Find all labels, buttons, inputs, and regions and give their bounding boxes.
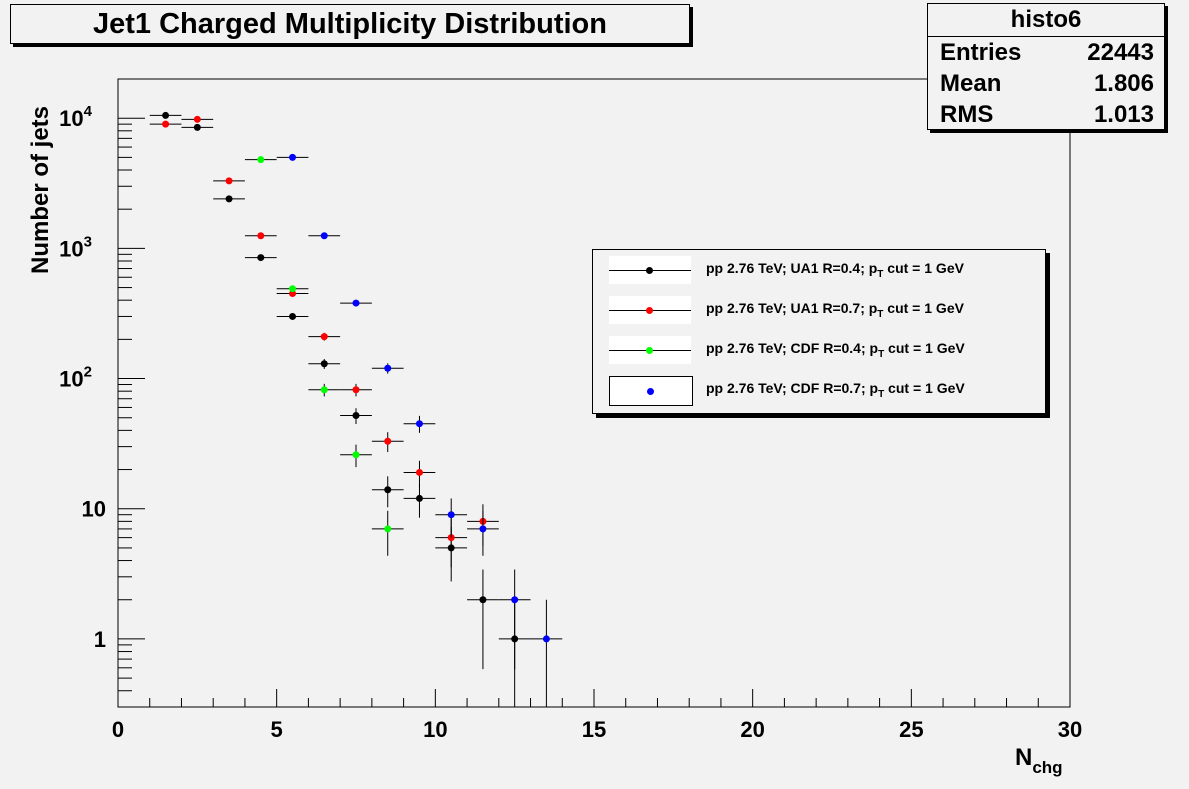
data-point bbox=[276, 312, 309, 320]
legend-label: pp 2.76 TeV; UA1 R=0.4; pT cut = 1 GeV bbox=[706, 260, 964, 280]
data-point bbox=[340, 383, 372, 397]
legend-marker bbox=[646, 307, 653, 314]
x-tick-label: 20 bbox=[740, 717, 764, 742]
data-point bbox=[213, 195, 245, 203]
y-axis-title: Number of jets bbox=[27, 106, 54, 274]
data-point bbox=[371, 510, 404, 556]
data-point bbox=[308, 332, 341, 341]
data-point bbox=[340, 299, 372, 307]
data-point bbox=[403, 415, 436, 433]
data-point bbox=[371, 476, 404, 508]
stats-box: histo6 Entries 22443 Mean 1.806 RMS 1.01… bbox=[927, 3, 1165, 130]
data-point bbox=[308, 232, 341, 240]
y-tick-label: 103 bbox=[59, 233, 92, 261]
legend-marker bbox=[646, 347, 653, 354]
data-point bbox=[149, 111, 182, 119]
y-tick-label: 1 bbox=[94, 627, 106, 652]
legend-entry: pp 2.76 TeV; UA1 R=0.4; pT cut = 1 GeV bbox=[593, 251, 1045, 291]
data-point bbox=[371, 432, 404, 453]
legend-entry: pp 2.76 TeV; CDF R=0.4; pT cut = 1 GeV bbox=[593, 331, 1045, 371]
legend-entry: pp 2.76 TeV; CDF R=0.7; pT cut = 1 GeV bbox=[593, 371, 1045, 411]
legend: pp 2.76 TeV; UA1 R=0.4; pT cut = 1 GeV p… bbox=[592, 249, 1046, 414]
data-point bbox=[276, 153, 309, 161]
data-point bbox=[244, 156, 277, 164]
stats-row-mean: Mean 1.806 bbox=[928, 68, 1164, 99]
x-tick-label: 25 bbox=[899, 717, 923, 742]
data-point bbox=[308, 358, 341, 369]
data-point bbox=[276, 290, 309, 298]
chart-title-box: Jet1 Charged Multiplicity Distribution bbox=[10, 4, 690, 44]
stats-name: histo6 bbox=[928, 4, 1164, 37]
legend-symbol bbox=[609, 376, 693, 406]
x-tick-label: 15 bbox=[582, 717, 606, 742]
legend-symbol bbox=[609, 296, 691, 324]
chart-title: Jet1 Charged Multiplicity Distribution bbox=[93, 8, 607, 40]
data-point bbox=[498, 569, 531, 670]
data-point bbox=[371, 363, 404, 374]
stats-row-entries: Entries 22443 bbox=[928, 37, 1164, 68]
x-tick-label: 0 bbox=[112, 717, 124, 742]
y-tick-label: 10 bbox=[82, 497, 106, 522]
y-tick-label: 102 bbox=[59, 364, 92, 392]
data-point bbox=[403, 460, 436, 488]
stats-value: 1.013 bbox=[1093, 101, 1154, 128]
legend-label: pp 2.76 TeV; CDF R=0.7; pT cut = 1 GeV bbox=[706, 380, 965, 400]
data-point bbox=[181, 123, 214, 131]
legend-label: pp 2.76 TeV; CDF R=0.4; pT cut = 1 GeV bbox=[706, 340, 965, 360]
data-point bbox=[149, 120, 182, 128]
stats-label: Mean bbox=[940, 70, 1002, 97]
data-point bbox=[244, 254, 277, 262]
x-tick-label: 30 bbox=[1058, 717, 1082, 742]
stats-value: 22443 bbox=[1087, 39, 1154, 66]
stats-label: RMS bbox=[940, 101, 994, 128]
data-point bbox=[467, 510, 499, 556]
x-tick-label: 5 bbox=[271, 717, 283, 742]
legend-marker bbox=[647, 388, 654, 395]
legend-symbol bbox=[609, 256, 691, 284]
legend-marker bbox=[646, 267, 653, 274]
data-point bbox=[467, 569, 499, 670]
legend-entry: pp 2.76 TeV; UA1 R=0.7; pT cut = 1 GeV bbox=[593, 291, 1045, 331]
data-point bbox=[244, 232, 277, 240]
data-point bbox=[435, 498, 468, 538]
data-point bbox=[530, 599, 563, 707]
stats-row-rms: RMS 1.013 bbox=[928, 99, 1164, 130]
x-axis-title: Nchg bbox=[1015, 744, 1063, 777]
y-tick-label: 104 bbox=[59, 103, 92, 131]
data-point bbox=[213, 177, 245, 185]
data-point bbox=[340, 444, 372, 468]
x-tick-label: 10 bbox=[423, 717, 447, 742]
stats-label: Entries bbox=[940, 39, 1022, 66]
data-point bbox=[181, 115, 214, 123]
data-point bbox=[276, 285, 309, 293]
data-point bbox=[340, 408, 372, 424]
legend-symbol bbox=[609, 336, 691, 364]
stats-value: 1.806 bbox=[1093, 70, 1154, 97]
legend-label: pp 2.76 TeV; UA1 R=0.7; pT cut = 1 GeV bbox=[706, 300, 964, 320]
data-point bbox=[403, 484, 436, 518]
data-point bbox=[308, 383, 341, 397]
